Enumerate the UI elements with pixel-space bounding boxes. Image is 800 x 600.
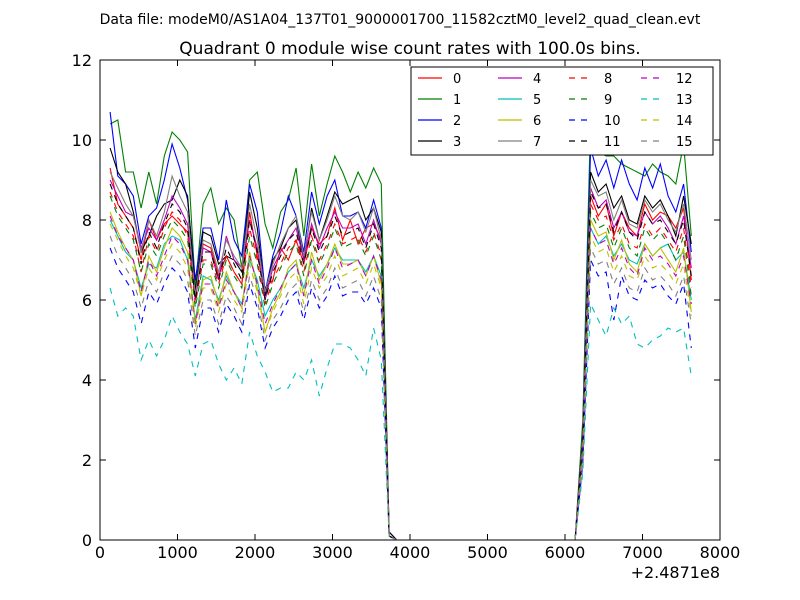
legend-label-11: 11 [604,135,621,150]
y-tick-label: 12 [72,51,92,70]
y-tick-label: 4 [82,371,92,390]
legend-label-2: 2 [453,114,461,129]
chart-title: Quadrant 0 module wise count rates with … [179,39,640,59]
x-tick-label: 4000 [390,543,431,562]
series-line-12 [109,215,692,541]
legend-label-8: 8 [604,72,612,87]
legend-label-6: 6 [533,114,541,129]
data-file-caption: Data file: modeM0/AS1A04_137T01_90000017… [100,12,701,28]
x-tick-label: 0 [95,543,105,562]
series-line-9 [109,195,692,541]
legend-label-13: 13 [676,93,693,108]
series-line-15 [109,235,692,541]
x-tick-label: 5000 [467,543,508,562]
x-offset-label: +2.4871e8 [631,563,720,582]
legend-label-9: 9 [604,93,612,108]
x-tick-label: 6000 [545,543,586,562]
legend-label-0: 0 [453,72,461,87]
legend-label-15: 15 [676,135,693,150]
legend-label-12: 12 [676,72,693,87]
x-tick-label: 3000 [312,543,353,562]
series-line-1 [109,119,692,541]
legend-label-1: 1 [453,93,461,108]
y-tick-label: 0 [82,531,92,550]
series-line-7 [109,171,692,541]
legend-label-7: 7 [533,135,541,150]
x-tick-label: 2000 [235,543,276,562]
y-tick-label: 6 [82,291,92,310]
axes-layer: 0 1000 2000 3000 4000 5000 6000 7000 80000246810… [72,51,741,562]
y-tick-label: 2 [82,451,92,470]
legend-label-3: 3 [453,135,461,150]
series-layer [109,111,692,541]
legend-label-10: 10 [604,114,621,129]
series-line-14 [109,223,692,541]
x-tick-label: 7000 [622,543,663,562]
legend-box [410,66,714,156]
series-line-4 [109,179,692,541]
x-tick-label: 8000 [700,543,741,562]
legend-label-14: 14 [676,114,693,129]
x-tick-label: 1000 [157,543,198,562]
series-line-10 [109,247,692,541]
y-tick-label: 8 [82,211,92,230]
legend-label-4: 4 [533,72,541,87]
y-tick-label: 10 [72,131,92,150]
series-line-0 [109,167,692,541]
legend-label-5: 5 [533,93,541,108]
